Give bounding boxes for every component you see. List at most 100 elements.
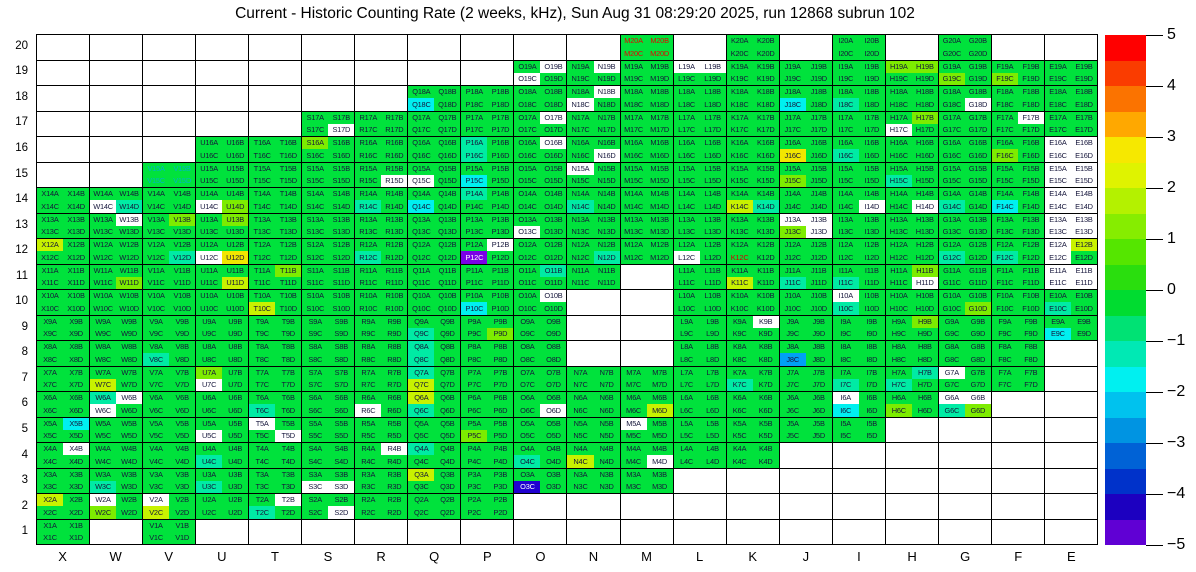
- quadrant-I13B: I13B: [858, 213, 885, 226]
- quadrant-R13B: R13B: [381, 213, 408, 226]
- quadrant-W14C: W14C: [90, 200, 117, 213]
- quadrant-P15A: P15A: [461, 162, 488, 175]
- grid-cell-G17: G17A G17B G17C G17D: [938, 111, 992, 137]
- quadrant-U15B: U15B: [222, 162, 249, 175]
- grid-cell-Q7: Q7A Q7B Q7C Q7D: [408, 366, 462, 392]
- quadrant-P12A: P12A: [461, 239, 488, 252]
- quadrant-J11D: J11D: [805, 276, 832, 289]
- quadrant-U2B: U2B: [222, 494, 249, 507]
- quadrant-O12C: O12C: [514, 251, 541, 264]
- quadrant-X11B: X11B: [63, 264, 90, 277]
- grid-cell-F15: F15A F15B F15C F15D: [991, 162, 1045, 188]
- quadrant-V4B: V4B: [169, 443, 196, 456]
- quadrant-M20B: M20B: [646, 35, 673, 48]
- quadrant-G15B: G15B: [964, 162, 991, 175]
- quadrant-V11A: V11A: [143, 264, 170, 277]
- quadrant-E10C: E10C: [1044, 302, 1071, 315]
- grid-cell-V9: V9A V9B V9C V9D: [143, 315, 197, 341]
- quadrant-V6A: V6A: [143, 392, 170, 405]
- grid-cell-F11: F11A F11B F11C F11D: [991, 264, 1045, 290]
- quadrant-U16C: U16C: [196, 149, 223, 162]
- quadrant-O19A: O19A: [514, 60, 541, 73]
- grid-cell-I18: I18A I18B I18C I18D: [832, 86, 886, 112]
- grid-cell-I9: I9A I9B I9C I9D: [832, 315, 886, 341]
- quadrant-M7C: M7C: [620, 378, 647, 391]
- quadrant-R16B: R16B: [381, 137, 408, 150]
- quadrant-K5C: K5C: [726, 429, 753, 442]
- quadrant-S3A: S3A: [302, 468, 329, 481]
- quadrant-S6B: S6B: [328, 392, 355, 405]
- quadrant-L8B: L8B: [699, 341, 726, 354]
- quadrant-V4C: V4C: [143, 455, 170, 468]
- quadrant-F8B: F8B: [1017, 341, 1044, 354]
- quadrant-J7A: J7A: [779, 366, 806, 379]
- quadrant-Q11D: Q11D: [434, 276, 461, 289]
- grid-cell-H12: H12A H12B H12C H12D: [885, 239, 939, 265]
- quadrant-P8C: P8C: [461, 353, 488, 366]
- grid-cell-X13: X13A X13B X13C X13D: [37, 213, 91, 239]
- quadrant-W7D: W7D: [116, 378, 143, 391]
- grid-cell-O12: O12A O12B O12C O12D: [514, 239, 568, 265]
- quadrant-P17D: P17D: [487, 123, 514, 136]
- grid-cell-X14: X14A X14B X14C X14D: [37, 188, 91, 214]
- quadrant-X10C: X10C: [37, 302, 64, 315]
- quadrant-U7D: U7D: [222, 378, 249, 391]
- quadrant-I20B: I20B: [858, 35, 885, 48]
- grid-cell-K19: K19A K19B K19C K19D: [726, 60, 780, 86]
- quadrant-K17C: K17C: [726, 123, 753, 136]
- grid-cell-E12: E12A E12B E12C E12D: [1044, 239, 1098, 265]
- quadrant-U6D: U6D: [222, 404, 249, 417]
- quadrant-V2D: V2D: [169, 506, 196, 519]
- quadrant-H8B: H8B: [911, 341, 938, 354]
- quadrant-S14C: S14C: [302, 200, 329, 213]
- quadrant-G12A: G12A: [938, 239, 965, 252]
- x-tick-label-W: W: [109, 549, 122, 564]
- grid-cell-F14: F14A F14B F14C F14D: [991, 188, 1045, 214]
- y-tick-label-12: 12: [15, 244, 28, 257]
- quadrant-H12D: H12D: [911, 251, 938, 264]
- y-tick-label-3: 3: [21, 474, 28, 487]
- quadrant-M16B: M16B: [646, 137, 673, 150]
- quadrant-H15B: H15B: [911, 162, 938, 175]
- quadrant-G11D: G11D: [964, 276, 991, 289]
- colorbar-band-1: [1105, 60, 1146, 86]
- quadrant-I8B: I8B: [858, 341, 885, 354]
- quadrant-O11A: O11A: [514, 264, 541, 277]
- grid-cell-W10: W10A W10B W10C W10D: [90, 290, 144, 316]
- quadrant-L4A: L4A: [673, 443, 700, 456]
- quadrant-G18B: G18B: [964, 86, 991, 99]
- quadrant-W10D: W10D: [116, 302, 143, 315]
- x-tick-label-K: K: [748, 549, 758, 564]
- grid-cell-V7: V7A V7B V7C V7D: [143, 366, 197, 392]
- grid-cell-S5: S5A S5B S5C S5D: [302, 417, 356, 443]
- quadrant-N11A: N11A: [567, 264, 594, 277]
- quadrant-I12C: I12C: [832, 251, 859, 264]
- quadrant-R16A: R16A: [355, 137, 382, 150]
- quadrant-U9C: U9C: [196, 327, 223, 340]
- quadrant-I11C: I11C: [832, 276, 859, 289]
- quadrant-L6C: L6C: [673, 404, 700, 417]
- y-tick-label-19: 19: [15, 65, 28, 78]
- chart-title: Current - Historic Counting Rate (2 week…: [235, 5, 915, 22]
- quadrant-G6B: G6B: [964, 392, 991, 405]
- quadrant-I8A: I8A: [832, 341, 859, 354]
- quadrant-E18B: E18B: [1070, 86, 1097, 99]
- quadrant-Q11B: Q11B: [434, 264, 461, 277]
- quadrant-G15A: G15A: [938, 162, 965, 175]
- grid-cell-K2: [726, 494, 780, 520]
- quadrant-P18D: P18D: [487, 98, 514, 111]
- grid-cell-W5: W5A W5B W5C W5D: [90, 417, 144, 443]
- quadrant-H7B: H7B: [911, 366, 938, 379]
- quadrant-S10A: S10A: [302, 290, 329, 303]
- quadrant-O6C: O6C: [514, 404, 541, 417]
- quadrant-G7B: G7B: [964, 366, 991, 379]
- grid-cell-M8: [620, 341, 674, 367]
- quadrant-P18C: P18C: [461, 98, 488, 111]
- grid-cell-E13: E13A E13B E13C E13D: [1044, 213, 1098, 239]
- grid-cell-G4: [938, 443, 992, 469]
- quadrant-R6D: R6D: [381, 404, 408, 417]
- quadrant-Q13A: Q13A: [408, 213, 435, 226]
- quadrant-T2B: T2B: [275, 494, 302, 507]
- quadrant-U6B: U6B: [222, 392, 249, 405]
